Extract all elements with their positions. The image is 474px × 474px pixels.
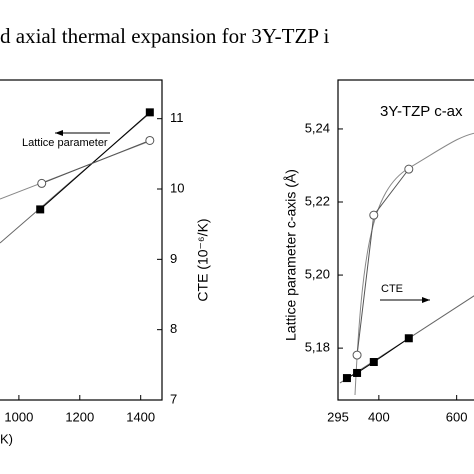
annotation: 3Y-TZP c-ax — [380, 103, 463, 120]
x-tick-label: 1000 — [4, 409, 33, 424]
marker — [342, 374, 351, 383]
y-tick-label: 11 — [170, 110, 184, 125]
marker — [369, 358, 378, 367]
marker — [369, 210, 379, 220]
series-line — [39, 111, 151, 210]
figure-title: d axial thermal expansion for 3Y-TZP i — [0, 24, 329, 48]
y-tick-label: 8 — [170, 321, 177, 336]
annotation: Lattice parameter — [22, 137, 108, 149]
annotation: CTE — [381, 283, 403, 295]
marker — [36, 205, 45, 214]
series-line — [41, 140, 151, 184]
y-tick-label: 7 — [170, 391, 177, 406]
marker — [145, 108, 154, 117]
x-tick-label: 1400 — [126, 409, 155, 424]
x-tick-label: 1200 — [65, 409, 94, 424]
arrow-head — [55, 130, 63, 136]
y-tick-label: 5,22 — [305, 193, 330, 208]
marker — [145, 135, 155, 145]
x-tick-label: 600 — [446, 409, 468, 424]
x-tick-label: 295 — [327, 409, 349, 424]
fit-curve — [354, 132, 474, 396]
series-line — [346, 337, 410, 379]
y-tick-label: 5,24 — [305, 120, 330, 135]
marker — [352, 350, 362, 360]
plot-frame — [337, 79, 474, 401]
marker — [404, 164, 414, 174]
marker — [37, 178, 47, 188]
marker — [353, 368, 362, 377]
plot-frame — [0, 79, 163, 401]
y-tick-label: 10 — [170, 180, 184, 195]
y-axis-label: Lattice parameter c-axis (Å) — [283, 169, 299, 341]
arrow-head — [422, 297, 430, 303]
marker — [404, 334, 413, 343]
y-tick-label: 5,18 — [305, 340, 330, 355]
x-axis-label: K) — [0, 431, 13, 446]
y-tick-label: 5,20 — [305, 267, 330, 282]
y-tick-label: 9 — [170, 251, 177, 266]
x-tick-label: 400 — [368, 409, 390, 424]
y-axis-label: CTE (10⁻⁶/K) — [195, 218, 211, 301]
